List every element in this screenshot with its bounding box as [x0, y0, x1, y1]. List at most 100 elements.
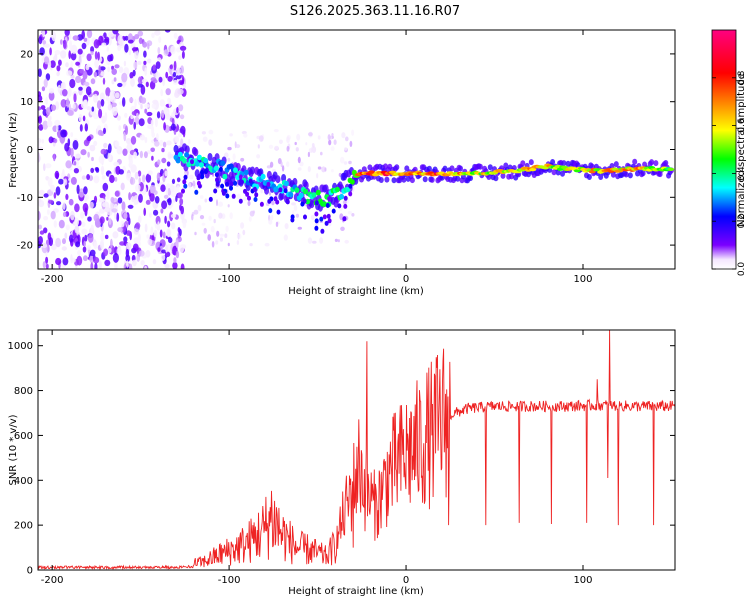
- noise-blob: [68, 87, 72, 97]
- noise-blob: [180, 65, 185, 74]
- noise-blob: [149, 184, 156, 194]
- noise-blob: [151, 132, 155, 138]
- noise-blob: [141, 78, 148, 84]
- noise-blob: [143, 151, 148, 159]
- noise-blob: [152, 99, 159, 105]
- noise-blob: [293, 204, 298, 212]
- noise-blob: [153, 209, 159, 216]
- noise-blob: [108, 247, 112, 254]
- signal-halo: [528, 159, 534, 166]
- noise-blob: [134, 116, 140, 125]
- noise-blob: [243, 197, 248, 201]
- noise-blob: [105, 95, 109, 101]
- noise-blob: [331, 133, 334, 137]
- noise-blob: [142, 174, 146, 183]
- signal-satellite: [196, 175, 201, 181]
- noise-blob: [139, 134, 145, 141]
- colorbar-tick-label: 0.0: [737, 262, 747, 277]
- noise-blob: [281, 165, 285, 172]
- noise-blob: [295, 147, 299, 152]
- noise-blob: [243, 133, 248, 138]
- noise-blob: [177, 88, 184, 95]
- noise-blob: [137, 170, 142, 177]
- noise-blob: [307, 237, 313, 244]
- noise-blob: [123, 212, 128, 220]
- noise-blob: [321, 166, 326, 173]
- noise-blob: [53, 192, 57, 199]
- noise-blob: [65, 160, 72, 169]
- noise-blob: [49, 60, 56, 68]
- noise-blob: [86, 30, 93, 39]
- noise-blob: [297, 156, 301, 164]
- noise-blob: [123, 131, 127, 142]
- noise-blob: [157, 221, 160, 230]
- noise-blob: [174, 135, 179, 143]
- noise-blob: [123, 60, 127, 67]
- noise-blob: [110, 196, 115, 203]
- noise-blob: [176, 177, 181, 183]
- noise-blob: [204, 198, 208, 203]
- noise-blob: [39, 230, 45, 235]
- noise-blob: [99, 208, 104, 214]
- signal-satellite: [348, 191, 353, 197]
- signal-halo: [207, 153, 213, 161]
- noise-blob: [347, 211, 352, 215]
- signal-satellite: [343, 203, 348, 209]
- noise-blob: [339, 213, 344, 221]
- noise-blob: [343, 161, 348, 165]
- noise-blob: [208, 215, 212, 221]
- noise-blob: [40, 105, 46, 110]
- noise-blob: [218, 201, 223, 207]
- noise-blob: [48, 91, 55, 101]
- noise-blob: [171, 118, 175, 126]
- y-tick-label: 0: [27, 145, 33, 156]
- noise-blob: [167, 204, 172, 210]
- noise-blob: [191, 214, 194, 221]
- noise-blob: [127, 39, 134, 44]
- noise-blob: [128, 49, 132, 56]
- noise-blob: [93, 175, 100, 184]
- signal-halo: [439, 174, 445, 181]
- noise-blob: [176, 67, 181, 76]
- noise-blob: [178, 55, 182, 60]
- noise-blob: [296, 133, 301, 141]
- noise-blob: [58, 219, 65, 229]
- noise-blob: [260, 189, 264, 194]
- noise-blob: [218, 212, 223, 219]
- noise-blob: [111, 79, 115, 85]
- noise-blob: [65, 224, 70, 231]
- noise-blob: [140, 260, 145, 266]
- noise-blob: [152, 79, 158, 84]
- y-tick-label: 400: [14, 476, 33, 487]
- noise-blob: [199, 215, 205, 220]
- noise-blob: [258, 135, 264, 142]
- signal-satellite: [194, 189, 199, 195]
- noise-blob: [150, 226, 154, 236]
- noise-blob: [179, 244, 185, 253]
- noise-blob: [116, 247, 122, 256]
- noise-blob: [101, 175, 106, 180]
- noise-blob: [247, 200, 251, 207]
- signal-core: [294, 187, 300, 193]
- noise-blob: [70, 147, 74, 158]
- noise-blob: [219, 237, 223, 242]
- noise-blob: [122, 148, 128, 156]
- signal-satellite: [221, 190, 226, 196]
- signal-satellite: [303, 214, 307, 220]
- signal-satellite: [337, 203, 342, 209]
- x-tick-label: 100: [573, 575, 592, 586]
- noise-blob: [179, 198, 184, 206]
- noise-blob: [157, 247, 161, 252]
- noise-blob: [156, 172, 161, 181]
- noise-blob: [102, 182, 109, 192]
- noise-blob: [45, 256, 49, 264]
- x-tick-label: -200: [41, 575, 64, 586]
- noise-blob: [51, 244, 57, 251]
- noise-blob: [291, 202, 296, 206]
- noise-blob: [274, 145, 279, 150]
- noise-blob: [272, 169, 276, 172]
- noise-blob: [165, 71, 169, 79]
- signal-halo: [632, 158, 638, 165]
- noise-blob: [294, 141, 297, 146]
- noise-blob: [50, 184, 55, 192]
